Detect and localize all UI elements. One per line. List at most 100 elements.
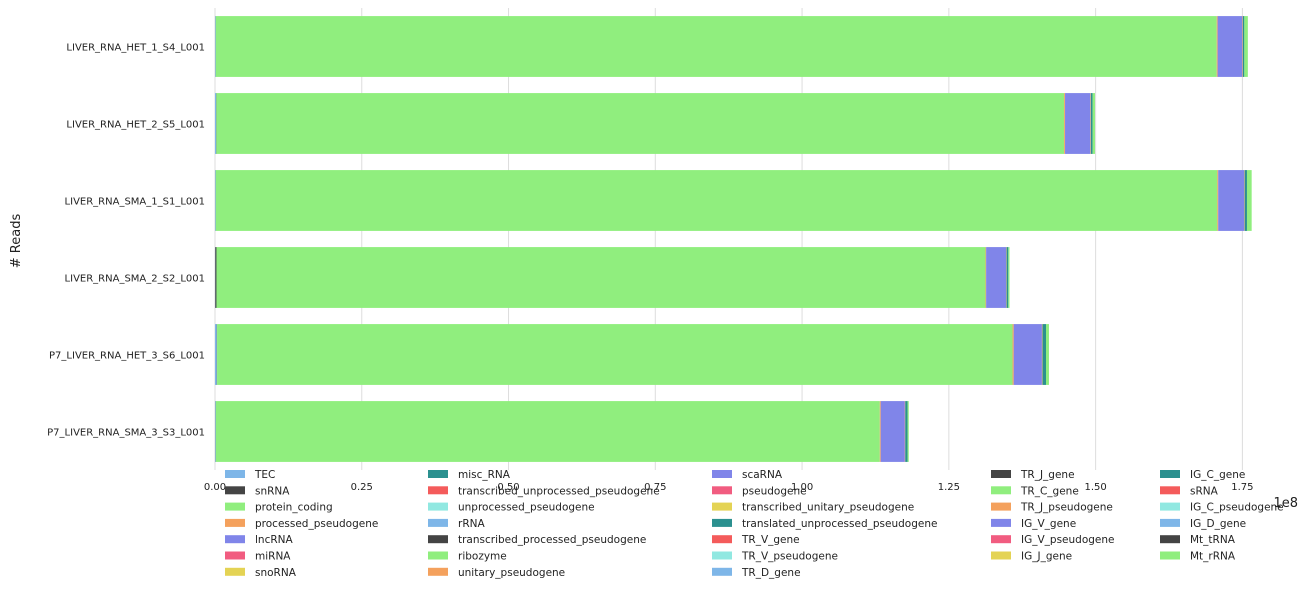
legend-label: TR_D_gene	[741, 567, 801, 579]
legend-swatch	[1160, 470, 1180, 478]
legend-swatch	[712, 535, 732, 544]
legend-label: TR_C_gene	[1020, 485, 1079, 497]
legend-swatch	[225, 502, 245, 511]
bar-segment-1-0	[215, 93, 217, 154]
legend-label: pseudogene	[742, 485, 807, 497]
legend-swatch	[428, 486, 448, 495]
legend-swatch	[991, 535, 1011, 544]
legend-swatch	[225, 486, 245, 495]
legend-label: transcribed_unitary_pseudogene	[742, 502, 914, 514]
bar-segment-5-0	[215, 401, 216, 462]
legend-swatch	[428, 502, 448, 511]
legend-label: IG_V_gene	[1021, 518, 1076, 530]
legend-swatch	[712, 551, 732, 560]
bar-segment-3-8	[1008, 247, 1010, 308]
x-tick-label: 0.50	[497, 482, 519, 493]
bar-segment-1-3	[1064, 93, 1066, 154]
legend-swatch	[1160, 518, 1180, 527]
bar-segment-0-2	[215, 16, 1217, 77]
legend-swatch	[428, 551, 448, 560]
y-tick-label: LIVER_RNA_HET_1_S4_L001	[66, 43, 205, 54]
legend-label: scaRNA	[742, 469, 783, 481]
legend-swatch	[991, 518, 1011, 527]
bar-segment-3-4	[986, 247, 1007, 308]
legend-label: Mt_tRNA	[1190, 534, 1236, 546]
legend-swatch	[428, 518, 448, 527]
bar-segment-0-3	[1216, 16, 1218, 77]
bar-segment-5-4	[880, 401, 905, 462]
legend-swatch	[1160, 551, 1180, 560]
x-tick-label: 1.50	[1084, 482, 1106, 493]
legend-swatch	[991, 551, 1011, 560]
bar-segment-2-4	[1218, 170, 1245, 231]
legend-swatch	[712, 502, 732, 511]
legend-label: TR_V_gene	[741, 534, 800, 546]
legend: TEC snRNA protein_coding processed_pseudoge…	[225, 469, 1284, 579]
bar-segment-3-3	[985, 247, 987, 308]
legend-label: TR_J_pseudogene	[1020, 502, 1113, 514]
legend-label: unprocessed_pseudogene	[458, 502, 595, 514]
legend-label: transcribed_unprocessed_pseudogene	[458, 485, 660, 497]
y-tick-label: P7_LIVER_RNA_HET_3_S6_L001	[49, 351, 205, 362]
legend-swatch	[225, 551, 245, 560]
bar-segment-1-4	[1065, 93, 1091, 154]
legend-swatch	[225, 470, 245, 478]
bar-segment-5-8	[907, 401, 909, 462]
bar-segment-4-0	[215, 324, 217, 385]
legend-label: TR_J_gene	[1020, 469, 1075, 481]
legend-swatch	[991, 470, 1011, 478]
legend-label: snoRNA	[255, 567, 297, 579]
bar-segment-0-0	[215, 16, 216, 77]
legend-swatch	[225, 567, 245, 576]
x-tick-labels: 0.00 0.25 0.50 0.75 1.00 1.25 1.50 1.75	[204, 482, 1254, 493]
bar-segment-1-7	[1090, 93, 1093, 154]
x-axis-offset-label: 1e8	[1273, 496, 1298, 511]
legend-swatch	[712, 470, 732, 478]
grid-lines	[214, 8, 1243, 470]
legend-swatch	[428, 535, 448, 544]
legend-label: TR_V_pseudogene	[741, 551, 838, 563]
legend-label: misc_RNA	[458, 469, 511, 481]
legend-label: miRNA	[255, 551, 291, 563]
bar-segment-2-2	[215, 170, 1218, 231]
bars	[215, 16, 1252, 462]
x-tick-label: 1.25	[938, 482, 960, 493]
legend-swatch	[225, 535, 245, 544]
legend-label: IG_J_gene	[1021, 551, 1072, 563]
bar-segment-5-3	[879, 401, 881, 462]
x-tick-label: 0.25	[351, 482, 373, 493]
bar-segment-5-2	[215, 401, 880, 462]
bar-segment-3-2	[216, 247, 986, 308]
legend-label: protein_coding	[255, 502, 333, 514]
bar-segment-4-3	[1012, 324, 1014, 385]
y-tick-label: LIVER_RNA_HET_2_S5_L001	[66, 120, 205, 131]
y-tick-label: P7_LIVER_RNA_SMA_3_S3_L001	[47, 428, 205, 439]
y-tick-label: LIVER_RNA_SMA_1_S1_L001	[65, 197, 205, 208]
bar-segment-4-4	[1013, 324, 1042, 385]
bar-segment-2-3	[1217, 170, 1219, 231]
legend-swatch	[428, 567, 448, 576]
legend-swatch	[1160, 502, 1180, 511]
bar-segment-0-4	[1217, 16, 1243, 77]
bar-segment-3-1	[215, 247, 217, 308]
legend-swatch	[991, 502, 1011, 511]
legend-label: processed_pseudogene	[255, 518, 378, 530]
legend-swatch	[712, 518, 732, 527]
legend-label: IG_C_pseudogene	[1190, 502, 1284, 514]
legend-swatch	[1160, 486, 1180, 495]
bar-segment-1-2	[216, 93, 1065, 154]
x-tick-label: 0.75	[644, 482, 666, 493]
y-tick-labels: LIVER_RNA_HET_1_S4_L001 LIVER_RNA_HET_2_S…	[47, 43, 205, 439]
bar-segment-4-2	[217, 324, 1013, 385]
bar-segment-4-8	[1046, 324, 1049, 385]
bar-segment-1-8	[1092, 93, 1095, 154]
legend-label: Mt_rRNA	[1190, 551, 1236, 563]
legend-label: snRNA	[255, 485, 290, 497]
bar-segment-2-8	[1246, 170, 1252, 231]
legend-swatch	[712, 486, 732, 495]
bar-segment-2-0	[215, 170, 216, 231]
legend-label: ribozyme	[458, 551, 507, 563]
legend-label: IG_D_gene	[1190, 518, 1246, 530]
bar-segment-0-8	[1244, 16, 1248, 77]
